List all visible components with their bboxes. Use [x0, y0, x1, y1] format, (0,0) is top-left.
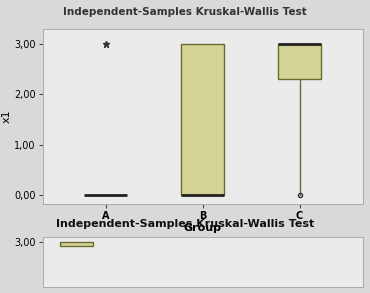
Bar — [181, 44, 224, 195]
Bar — [278, 44, 322, 79]
Text: Independent-Samples Kruskal-Wallis Test: Independent-Samples Kruskal-Wallis Test — [63, 7, 307, 17]
X-axis label: Group: Group — [184, 223, 222, 233]
Y-axis label: x1: x1 — [1, 110, 11, 123]
Text: Independent-Samples Kruskal-Wallis Test: Independent-Samples Kruskal-Wallis Test — [56, 219, 314, 229]
Bar — [60, 242, 94, 246]
